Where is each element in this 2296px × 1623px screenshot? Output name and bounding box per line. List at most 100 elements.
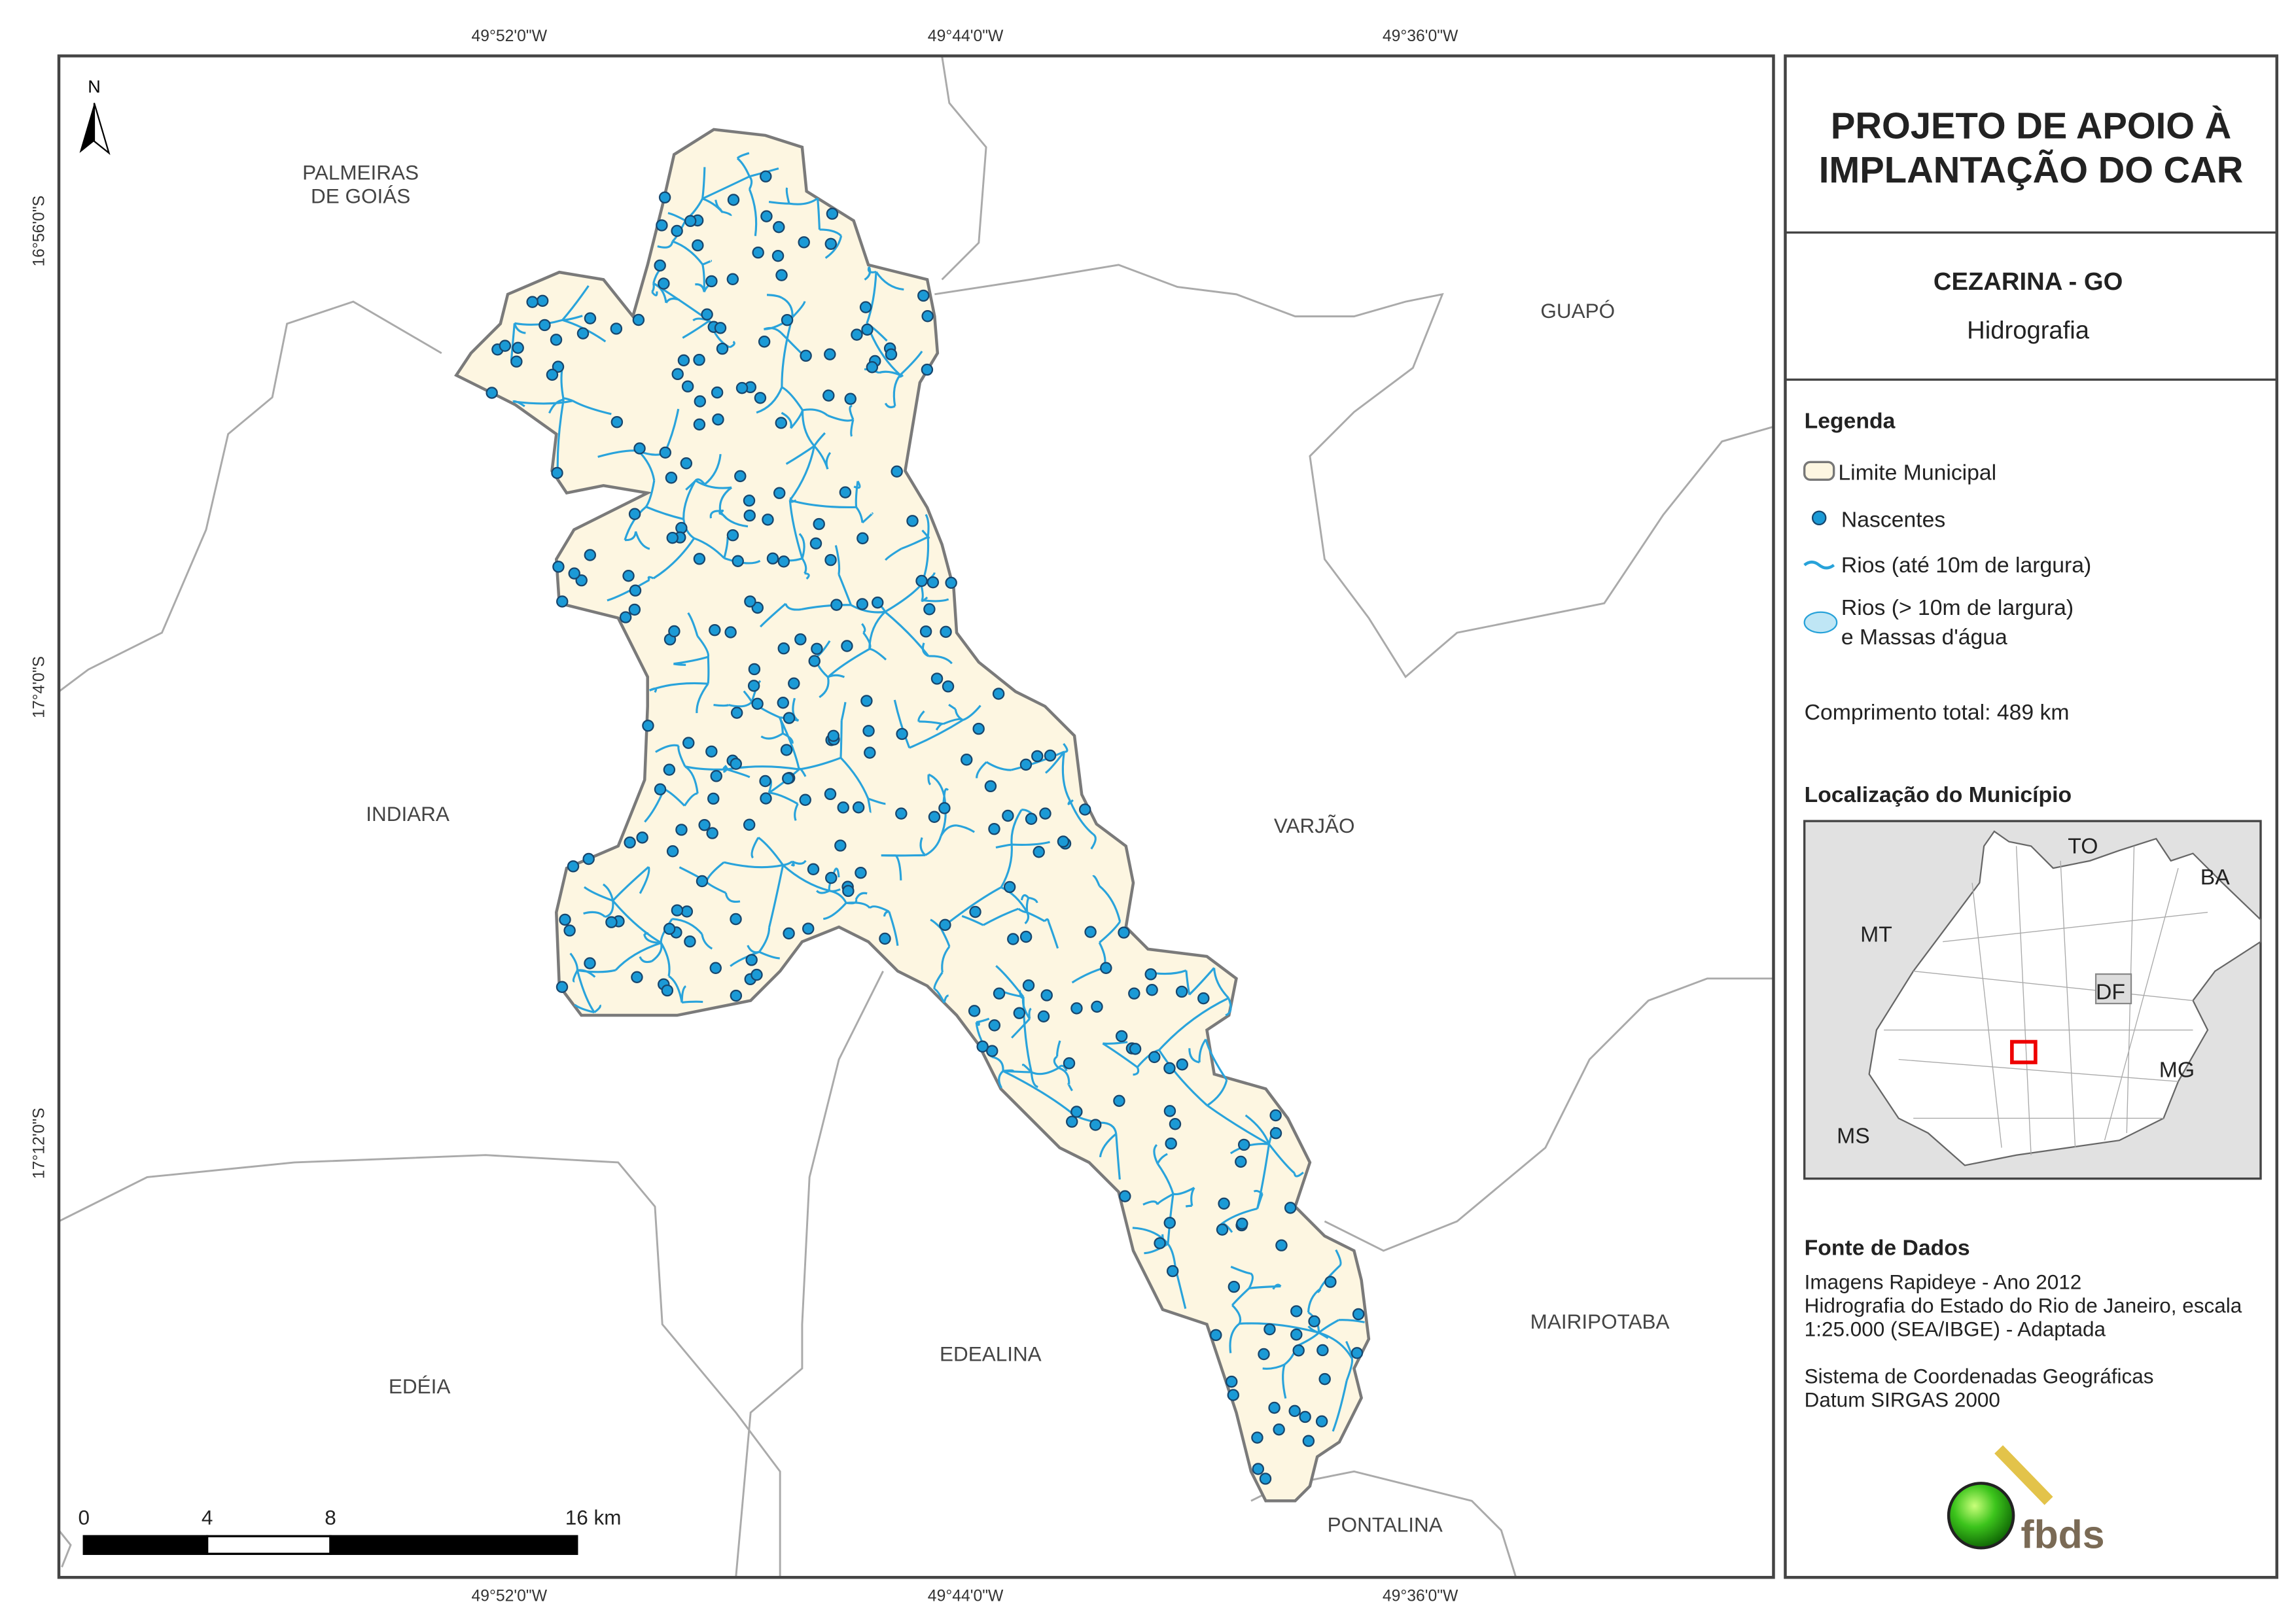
river: [660, 942, 671, 977]
spring: [1163, 1217, 1176, 1229]
river: [1132, 1227, 1169, 1245]
river: [921, 529, 930, 539]
spring: [782, 772, 794, 785]
spring: [550, 334, 563, 346]
spring: [754, 392, 767, 404]
spring: [841, 640, 853, 652]
river: [921, 596, 928, 602]
spring: [827, 729, 840, 742]
scale-label: 4: [202, 1505, 213, 1529]
spring: [1063, 1057, 1076, 1070]
river: [1063, 742, 1069, 753]
legend-water-symbol: [1803, 611, 1838, 634]
spring: [559, 913, 571, 926]
spring: [972, 722, 985, 735]
spring: [668, 625, 680, 638]
river: [925, 835, 942, 856]
inset-label: MT: [1860, 922, 1892, 947]
river: [1245, 1114, 1270, 1145]
spring: [1284, 1202, 1297, 1214]
spring: [760, 170, 772, 183]
spring: [1163, 1062, 1176, 1075]
df-box: [2094, 973, 2132, 1005]
source-line: Sistema de Coordenadas Geográficas: [1805, 1364, 2154, 1387]
spring: [654, 783, 667, 795]
spring: [993, 987, 1006, 1000]
spring: [842, 884, 855, 898]
spring: [752, 246, 764, 259]
river: [827, 648, 870, 678]
spring: [780, 744, 793, 756]
river: [687, 612, 699, 637]
spring: [777, 555, 790, 568]
river: [655, 744, 679, 753]
source-line: Hidrografia do Estado do Rio de Janeiro,…: [1805, 1293, 2242, 1317]
spring: [992, 688, 1005, 700]
spring: [622, 570, 635, 582]
coord-label: 17°4'0"S: [31, 656, 48, 718]
inset-label: MG: [2159, 1058, 2195, 1083]
river: [707, 657, 710, 684]
river: [713, 703, 730, 707]
map-area: PALMEIRAS DE GOIÁS GUAPÓ INDIARA VARJÃO …: [57, 54, 1775, 1579]
source-line: Datum SIRGAS 2000: [1805, 1387, 2000, 1411]
river: [943, 788, 949, 796]
spring: [844, 393, 857, 405]
river: [672, 918, 703, 935]
river: [855, 506, 864, 523]
river: [781, 386, 804, 411]
river: [758, 837, 784, 866]
spring: [771, 249, 785, 262]
spring: [895, 807, 908, 820]
spring: [656, 219, 668, 232]
spring: [1176, 1058, 1188, 1071]
river: [718, 512, 728, 519]
river: [1335, 1249, 1342, 1267]
spring: [773, 487, 786, 499]
river: [1010, 809, 1023, 845]
logo-circle: [1947, 1482, 2015, 1550]
river: [721, 211, 732, 217]
spring: [824, 553, 837, 567]
spring: [1019, 930, 1033, 943]
spring: [930, 672, 944, 685]
river: [861, 512, 874, 524]
river: [1332, 1380, 1348, 1432]
spring: [584, 549, 597, 561]
spring: [584, 957, 596, 969]
river: [680, 985, 687, 1003]
inset-map: TO BA MT DF MG MS: [1803, 820, 2262, 1180]
river: [1028, 1007, 1032, 1019]
river: [1158, 1049, 1209, 1107]
river: [782, 864, 830, 892]
spring: [837, 801, 849, 814]
spring: [707, 792, 720, 805]
river: [940, 928, 951, 947]
river: [1030, 1072, 1038, 1089]
river: [898, 374, 904, 378]
title: IMPLANTAÇÃO DO CAR: [1819, 149, 2244, 190]
spring: [1292, 1344, 1305, 1357]
spring: [1288, 1405, 1301, 1418]
spring: [486, 387, 498, 399]
river: [855, 892, 868, 900]
river: [995, 843, 1012, 849]
spring: [510, 355, 523, 368]
spring: [747, 680, 760, 692]
spring: [584, 312, 597, 324]
river: [1025, 897, 1030, 913]
place-label: VARJÃO: [1274, 814, 1355, 837]
scale-segment: [205, 1535, 332, 1555]
river: [791, 301, 806, 319]
spring: [885, 348, 898, 360]
spring: [807, 863, 820, 875]
river: [779, 717, 784, 734]
river: [768, 865, 785, 928]
spring: [1070, 1002, 1083, 1015]
river: [869, 905, 890, 913]
spring: [928, 811, 941, 824]
spring: [783, 927, 795, 940]
river: [1010, 750, 1065, 771]
boundary: [1324, 977, 1774, 1252]
